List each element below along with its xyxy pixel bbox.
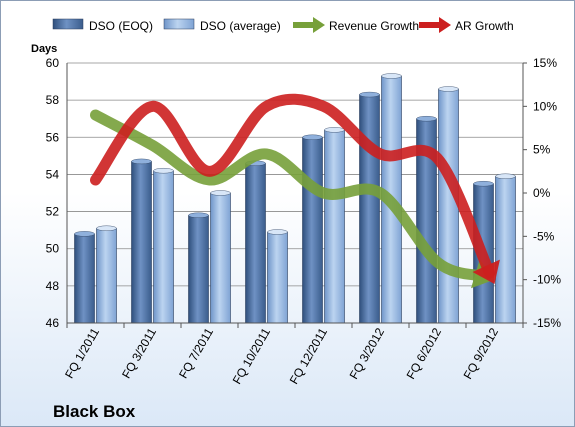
x-tick-label: FQ 7/2011	[176, 325, 216, 381]
legend-arrow-revenue-growth	[313, 17, 325, 33]
y2-tick-label: 15%	[533, 56, 557, 70]
bar-dso-eoq	[188, 214, 209, 324]
bar-dso-eoq	[359, 94, 380, 324]
y2-tick-label: 10%	[533, 99, 557, 113]
y-tick-label: 58	[46, 93, 60, 107]
line-revenue-growth	[90, 109, 489, 282]
x-tick-label: FQ 10/2011	[230, 325, 274, 386]
y-tick-label: 54	[46, 167, 60, 181]
bar-cap-dso-eoq	[74, 231, 95, 237]
bar-dso-average	[267, 231, 288, 324]
bar-dso-average	[153, 170, 174, 324]
bar-cap-dso-eoq	[416, 116, 437, 122]
y2-tick-label: -10%	[533, 273, 561, 287]
legend-swatch-dso-average	[163, 18, 195, 30]
y-tick-label: 48	[46, 279, 60, 293]
x-tick-label: FQ 9/2012	[461, 325, 502, 381]
y-tick-label: 50	[46, 242, 60, 256]
bar-dso-average	[210, 192, 231, 324]
x-tick-label: FQ 12/2011	[287, 325, 331, 386]
arrowhead-ar-growth	[472, 259, 500, 284]
bar-cap-dso-average	[210, 190, 231, 196]
bar-cap-dso-eoq	[359, 91, 380, 98]
y-tick-label: 46	[46, 316, 60, 330]
bar-cap-dso-average	[381, 73, 402, 79]
bar-dso-eoq	[302, 136, 323, 324]
legend: DSO (EOQ) DSO (average) Revenue Growth AR G…	[52, 17, 514, 33]
y-tick-label: 56	[46, 130, 60, 144]
bar-dso-eoq	[74, 233, 95, 324]
bar-dso-average	[96, 227, 117, 324]
x-tick-label: FQ 6/2012	[404, 325, 445, 381]
bar-cap-dso-eoq	[131, 158, 152, 165]
legend-label-revenue-growth: Revenue Growth	[329, 19, 419, 33]
x-tick-label: FQ 3/2012	[347, 325, 388, 381]
y-tick-label: 60	[46, 56, 60, 70]
legend-label-dso-average: DSO (average)	[200, 19, 281, 33]
bar-cap-dso-eoq	[302, 134, 323, 140]
y2-tick-label: 5%	[533, 143, 551, 157]
bar-dso-eoq	[245, 162, 266, 324]
legend-swatch-dso-eoq	[52, 18, 84, 30]
legend-arrow-ar-growth	[439, 17, 451, 33]
line-series	[90, 93, 500, 289]
bar-dso-average	[438, 88, 459, 324]
y-tick-label: 52	[46, 205, 60, 219]
bar-cap-dso-average	[324, 127, 345, 133]
bar-cap-dso-eoq	[473, 181, 494, 187]
line-ar-growth	[90, 93, 496, 279]
legend-label-dso-eoq: DSO (EOQ)	[89, 19, 153, 33]
x-tick-label: FQ 1/2011	[62, 325, 102, 381]
x-tick-label: FQ 3/2011	[119, 325, 159, 381]
bar-cap-dso-average	[153, 168, 174, 174]
chart-title: Black Box	[53, 402, 136, 421]
y-axis-title: Days	[31, 43, 57, 55]
bar-cap-dso-average	[438, 86, 459, 92]
bar-dso-average	[495, 175, 516, 324]
bar-cap-dso-average	[96, 225, 117, 231]
bar-cap-dso-eoq	[188, 212, 209, 218]
legend-label-ar-growth: AR Growth	[455, 19, 514, 33]
y2-tick-label: -5%	[533, 229, 555, 243]
bar-dso-eoq	[131, 161, 152, 324]
bar-cap-dso-average	[495, 173, 516, 179]
bar-dso-average	[324, 129, 345, 324]
y2-tick-label: 0%	[533, 186, 551, 200]
y2-tick-label: -15%	[533, 316, 561, 330]
bar-cap-dso-average	[267, 229, 288, 235]
